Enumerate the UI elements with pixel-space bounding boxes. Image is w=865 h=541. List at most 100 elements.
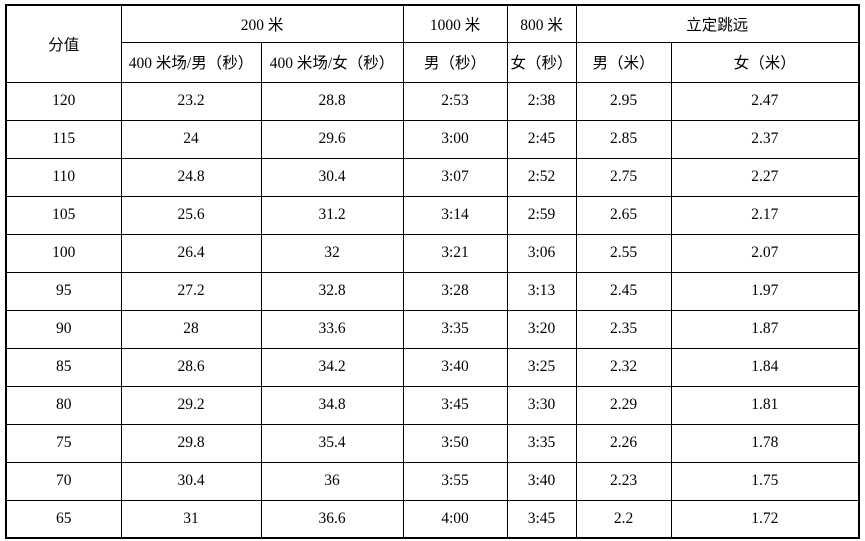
value-cell: 2.65 bbox=[575, 195, 672, 235]
value-cell: 2.32 bbox=[575, 347, 672, 387]
value-cell: 3:06 bbox=[506, 233, 577, 273]
table-row: 70 30.4 36 3:55 3:40 2.23 1.75 bbox=[5, 461, 860, 501]
table-row: 110 24.8 30.4 3:07 2:52 2.75 2.27 bbox=[5, 157, 860, 197]
header-200m-female: 400 米场/女（秒） bbox=[260, 41, 404, 83]
fitness-score-table: 分值 200 米 1000 米 800 米 立定跳远 400 米场/男（秒） 4… bbox=[5, 4, 861, 539]
value-cell: 3:30 bbox=[506, 385, 577, 425]
value-cell: 30.4 bbox=[260, 157, 404, 197]
score-cell: 65 bbox=[5, 499, 122, 539]
value-cell: 2.37 bbox=[670, 119, 860, 159]
value-cell: 1.75 bbox=[670, 461, 860, 501]
value-cell: 31.2 bbox=[260, 195, 404, 235]
score-cell: 90 bbox=[5, 309, 122, 349]
table-row: 85 28.6 34.2 3:40 3:25 2.32 1.84 bbox=[5, 347, 860, 387]
value-cell: 1.81 bbox=[670, 385, 860, 425]
score-cell: 115 bbox=[5, 119, 122, 159]
value-cell: 36.6 bbox=[260, 499, 404, 539]
value-cell: 3:13 bbox=[506, 271, 577, 311]
value-cell: 27.2 bbox=[120, 271, 262, 311]
value-cell: 3:50 bbox=[402, 423, 508, 463]
value-cell: 3:14 bbox=[402, 195, 508, 235]
table-row: 65 31 36.6 4:00 3:45 2.2 1.72 bbox=[5, 499, 860, 539]
value-cell: 36 bbox=[260, 461, 404, 501]
value-cell: 28 bbox=[120, 309, 262, 349]
value-cell: 32 bbox=[260, 233, 404, 273]
value-cell: 30.4 bbox=[120, 461, 262, 501]
value-cell: 2.85 bbox=[575, 119, 672, 159]
value-cell: 25.6 bbox=[120, 195, 262, 235]
value-cell: 2:52 bbox=[506, 157, 577, 197]
value-cell: 2.23 bbox=[575, 461, 672, 501]
value-cell: 3:35 bbox=[506, 423, 577, 463]
value-cell: 3:20 bbox=[506, 309, 577, 349]
value-cell: 2.17 bbox=[670, 195, 860, 235]
score-cell: 105 bbox=[5, 195, 122, 235]
header-800m-female: 女（秒） bbox=[506, 41, 577, 83]
header-sub-row: 400 米场/男（秒） 400 米场/女（秒） 男（秒） 女（秒） 男（米） 女… bbox=[6, 41, 860, 83]
value-cell: 2:38 bbox=[506, 81, 577, 121]
value-cell: 2.75 bbox=[575, 157, 672, 197]
value-cell: 2.55 bbox=[575, 233, 672, 273]
score-cell: 85 bbox=[5, 347, 122, 387]
value-cell: 2.29 bbox=[575, 385, 672, 425]
table-row: 75 29.8 35.4 3:50 3:35 2.26 1.78 bbox=[5, 423, 860, 463]
value-cell: 2.45 bbox=[575, 271, 672, 311]
value-cell: 3:45 bbox=[402, 385, 508, 425]
header-group-800m: 800 米 bbox=[506, 4, 577, 43]
value-cell: 2.35 bbox=[575, 309, 672, 349]
value-cell: 2:45 bbox=[506, 119, 577, 159]
value-cell: 2:59 bbox=[506, 195, 577, 235]
score-cell: 80 bbox=[5, 385, 122, 425]
value-cell: 3:45 bbox=[506, 499, 577, 539]
value-cell: 2.07 bbox=[670, 233, 860, 273]
value-cell: 28.6 bbox=[120, 347, 262, 387]
table-row: 90 28 33.6 3:35 3:20 2.35 1.87 bbox=[5, 309, 860, 349]
value-cell: 33.6 bbox=[260, 309, 404, 349]
value-cell: 1.97 bbox=[670, 271, 860, 311]
value-cell: 3:35 bbox=[402, 309, 508, 349]
value-cell: 3:55 bbox=[402, 461, 508, 501]
value-cell: 34.8 bbox=[260, 385, 404, 425]
table-row: 105 25.6 31.2 3:14 2:59 2.65 2.17 bbox=[5, 195, 860, 235]
value-cell: 2.26 bbox=[575, 423, 672, 463]
value-cell: 34.2 bbox=[260, 347, 404, 387]
score-cell: 100 bbox=[5, 233, 122, 273]
header-group-1000m: 1000 米 bbox=[402, 4, 508, 43]
header-1000m-male: 男（秒） bbox=[402, 41, 508, 83]
value-cell: 29.2 bbox=[120, 385, 262, 425]
table-row: 120 23.2 28.8 2:53 2:38 2.95 2.47 bbox=[5, 81, 860, 121]
value-cell: 35.4 bbox=[260, 423, 404, 463]
value-cell: 29.6 bbox=[260, 119, 404, 159]
value-cell: 3:00 bbox=[402, 119, 508, 159]
value-cell: 2.2 bbox=[575, 499, 672, 539]
value-cell: 3:28 bbox=[402, 271, 508, 311]
value-cell: 3:40 bbox=[402, 347, 508, 387]
value-cell: 28.8 bbox=[260, 81, 404, 121]
table-header: 分值 200 米 1000 米 800 米 立定跳远 400 米场/男（秒） 4… bbox=[5, 4, 860, 83]
value-cell: 32.8 bbox=[260, 271, 404, 311]
value-cell: 2.27 bbox=[670, 157, 860, 197]
value-cell: 26.4 bbox=[120, 233, 262, 273]
header-group-row: 分值 200 米 1000 米 800 米 立定跳远 bbox=[5, 4, 860, 83]
value-cell: 2.95 bbox=[575, 81, 672, 121]
score-cell: 70 bbox=[5, 461, 122, 501]
table-row: 80 29.2 34.8 3:45 3:30 2.29 1.81 bbox=[5, 385, 860, 425]
score-cell: 110 bbox=[5, 157, 122, 197]
value-cell: 29.8 bbox=[120, 423, 262, 463]
value-cell: 23.2 bbox=[120, 81, 262, 121]
header-group-200m: 200 米 bbox=[120, 4, 404, 43]
value-cell: 4:00 bbox=[402, 499, 508, 539]
header-group-long-jump: 立定跳远 bbox=[575, 4, 860, 43]
table-row: 115 24 29.6 3:00 2:45 2.85 2.37 bbox=[5, 119, 860, 159]
score-cell: 95 bbox=[5, 271, 122, 311]
header-200m-male: 400 米场/男（秒） bbox=[120, 41, 262, 83]
value-cell: 2:53 bbox=[402, 81, 508, 121]
table-row: 95 27.2 32.8 3:28 3:13 2.45 1.97 bbox=[5, 271, 860, 311]
value-cell: 1.78 bbox=[670, 423, 860, 463]
value-cell: 24 bbox=[120, 119, 262, 159]
header-score: 分值 bbox=[5, 4, 122, 83]
score-cell: 75 bbox=[5, 423, 122, 463]
header-long-jump-male: 男（米） bbox=[575, 41, 672, 83]
value-cell: 3:25 bbox=[506, 347, 577, 387]
value-cell: 1.87 bbox=[670, 309, 860, 349]
